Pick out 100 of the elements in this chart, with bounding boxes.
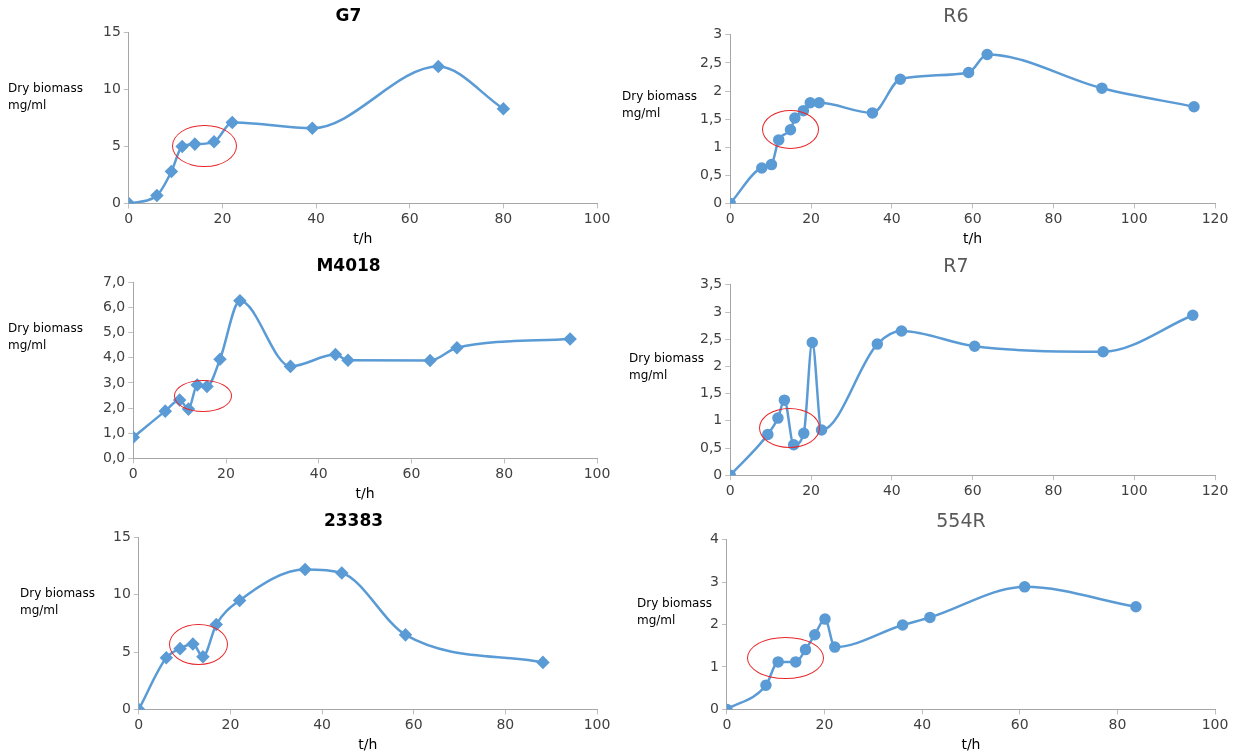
point (173, 642, 187, 655)
point (399, 628, 412, 642)
x-tick-label: 80 (495, 465, 514, 482)
x-tick-label: 40 (913, 716, 932, 733)
point (809, 629, 821, 641)
y-tick-label: 10 (112, 585, 131, 602)
x-tick-label: 20 (815, 716, 834, 733)
point (432, 60, 445, 73)
point (159, 404, 172, 418)
point (284, 360, 297, 373)
point (165, 165, 178, 178)
y-tick-label: 5,0 (103, 323, 126, 340)
y-tick-label: 2 (713, 81, 723, 98)
y-tick-label: 1 (713, 411, 723, 428)
x-tick-label: 120 (1201, 210, 1229, 227)
x-axis-title: t/h (963, 230, 983, 247)
y-tick-label: 1,5 (700, 384, 723, 401)
point (968, 340, 981, 353)
x-tick-label: 20 (217, 465, 235, 482)
y-tick-label: 4,0 (103, 348, 126, 365)
point (806, 336, 819, 349)
y-tick-label: 3 (713, 302, 723, 319)
x-tick-label: 100 (1201, 716, 1229, 733)
x-axis-title: t/h (358, 736, 378, 753)
x-tick-label: 80 (494, 210, 513, 227)
point (563, 332, 577, 346)
x-tick-label: 60 (404, 716, 423, 733)
x-tick-label: 40 (307, 210, 325, 227)
point (207, 135, 221, 149)
point (778, 394, 791, 406)
y-tick-label: 0 (111, 194, 121, 211)
chart-title: G7 (335, 4, 362, 25)
y-tick-label: 1 (709, 657, 719, 674)
x-tick-label: 20 (802, 210, 820, 227)
y-tick-label: 3 (709, 572, 719, 589)
point (1187, 309, 1199, 322)
x-tick-label: 100 (1120, 210, 1148, 227)
y-tick-label: 3 (713, 25, 723, 42)
point (789, 112, 801, 124)
y-tick-label: 1,5 (700, 109, 723, 126)
y-tick-label: 1 (713, 137, 723, 154)
y-tick-label: 0 (713, 194, 723, 211)
y-tick-label: 0 (121, 700, 131, 717)
x-tick-label: 60 (1010, 716, 1029, 733)
point (497, 102, 510, 116)
point (233, 594, 246, 607)
y-tick-label: 2,5 (700, 53, 723, 70)
point (1018, 581, 1031, 593)
point (186, 637, 200, 651)
point (981, 48, 993, 61)
y-tick-label: 2,5 (700, 329, 723, 346)
chart-title: R6 (943, 4, 969, 27)
point (150, 189, 164, 202)
x-tick-label: 20 (213, 210, 232, 227)
chart-title: M4018 (316, 254, 381, 275)
y-tick-label: 10 (102, 80, 121, 97)
x-axis-title: t/h (355, 485, 375, 502)
point (200, 380, 214, 393)
x-tick-label: 100 (583, 210, 611, 227)
y-tick-label: 0,5 (700, 165, 723, 182)
point (895, 325, 908, 337)
point (772, 412, 784, 424)
y-tick-label: 5 (121, 642, 131, 659)
point (819, 613, 831, 625)
y-axis-title: Dry biomass mg/ml (622, 89, 697, 120)
point (924, 611, 936, 624)
point (329, 348, 342, 361)
x-tick-label: 40 (313, 716, 331, 733)
point (196, 650, 210, 663)
x-tick-label: 120 (1201, 482, 1229, 499)
y-tick-label: 2,0 (103, 398, 126, 415)
x-tick-label: 20 (802, 482, 820, 499)
y-tick-label: 1,0 (103, 423, 126, 440)
y-tick-label: 6,0 (103, 298, 126, 315)
point (173, 393, 186, 407)
y-tick-label: 2 (709, 615, 719, 632)
x-tick-label: 60 (963, 482, 982, 499)
x-tick-label: 20 (221, 716, 240, 733)
y-tick-label: 5 (111, 137, 121, 154)
x-tick-label: 60 (963, 210, 982, 227)
point (762, 428, 774, 441)
point (536, 656, 550, 669)
x-tick-label: 40 (309, 465, 328, 482)
x-tick-label: 0 (725, 482, 735, 499)
point (784, 124, 797, 136)
point (962, 66, 975, 79)
point (772, 656, 784, 668)
x-tick-label: 80 (1108, 716, 1127, 733)
x-tick-label: 60 (402, 465, 421, 482)
y-axis-title: Dry biomass mg/ml (20, 586, 95, 617)
y-tick-label: 3,5 (700, 275, 723, 292)
x-axis-title: t/h (961, 736, 981, 753)
point (450, 341, 464, 355)
y-tick-label: 2 (713, 357, 723, 374)
x-tick-label: 100 (1120, 482, 1148, 499)
point (160, 651, 173, 665)
point (226, 116, 239, 129)
point (896, 619, 909, 631)
y-tick-label: 0,5 (700, 438, 723, 455)
point (772, 134, 785, 146)
